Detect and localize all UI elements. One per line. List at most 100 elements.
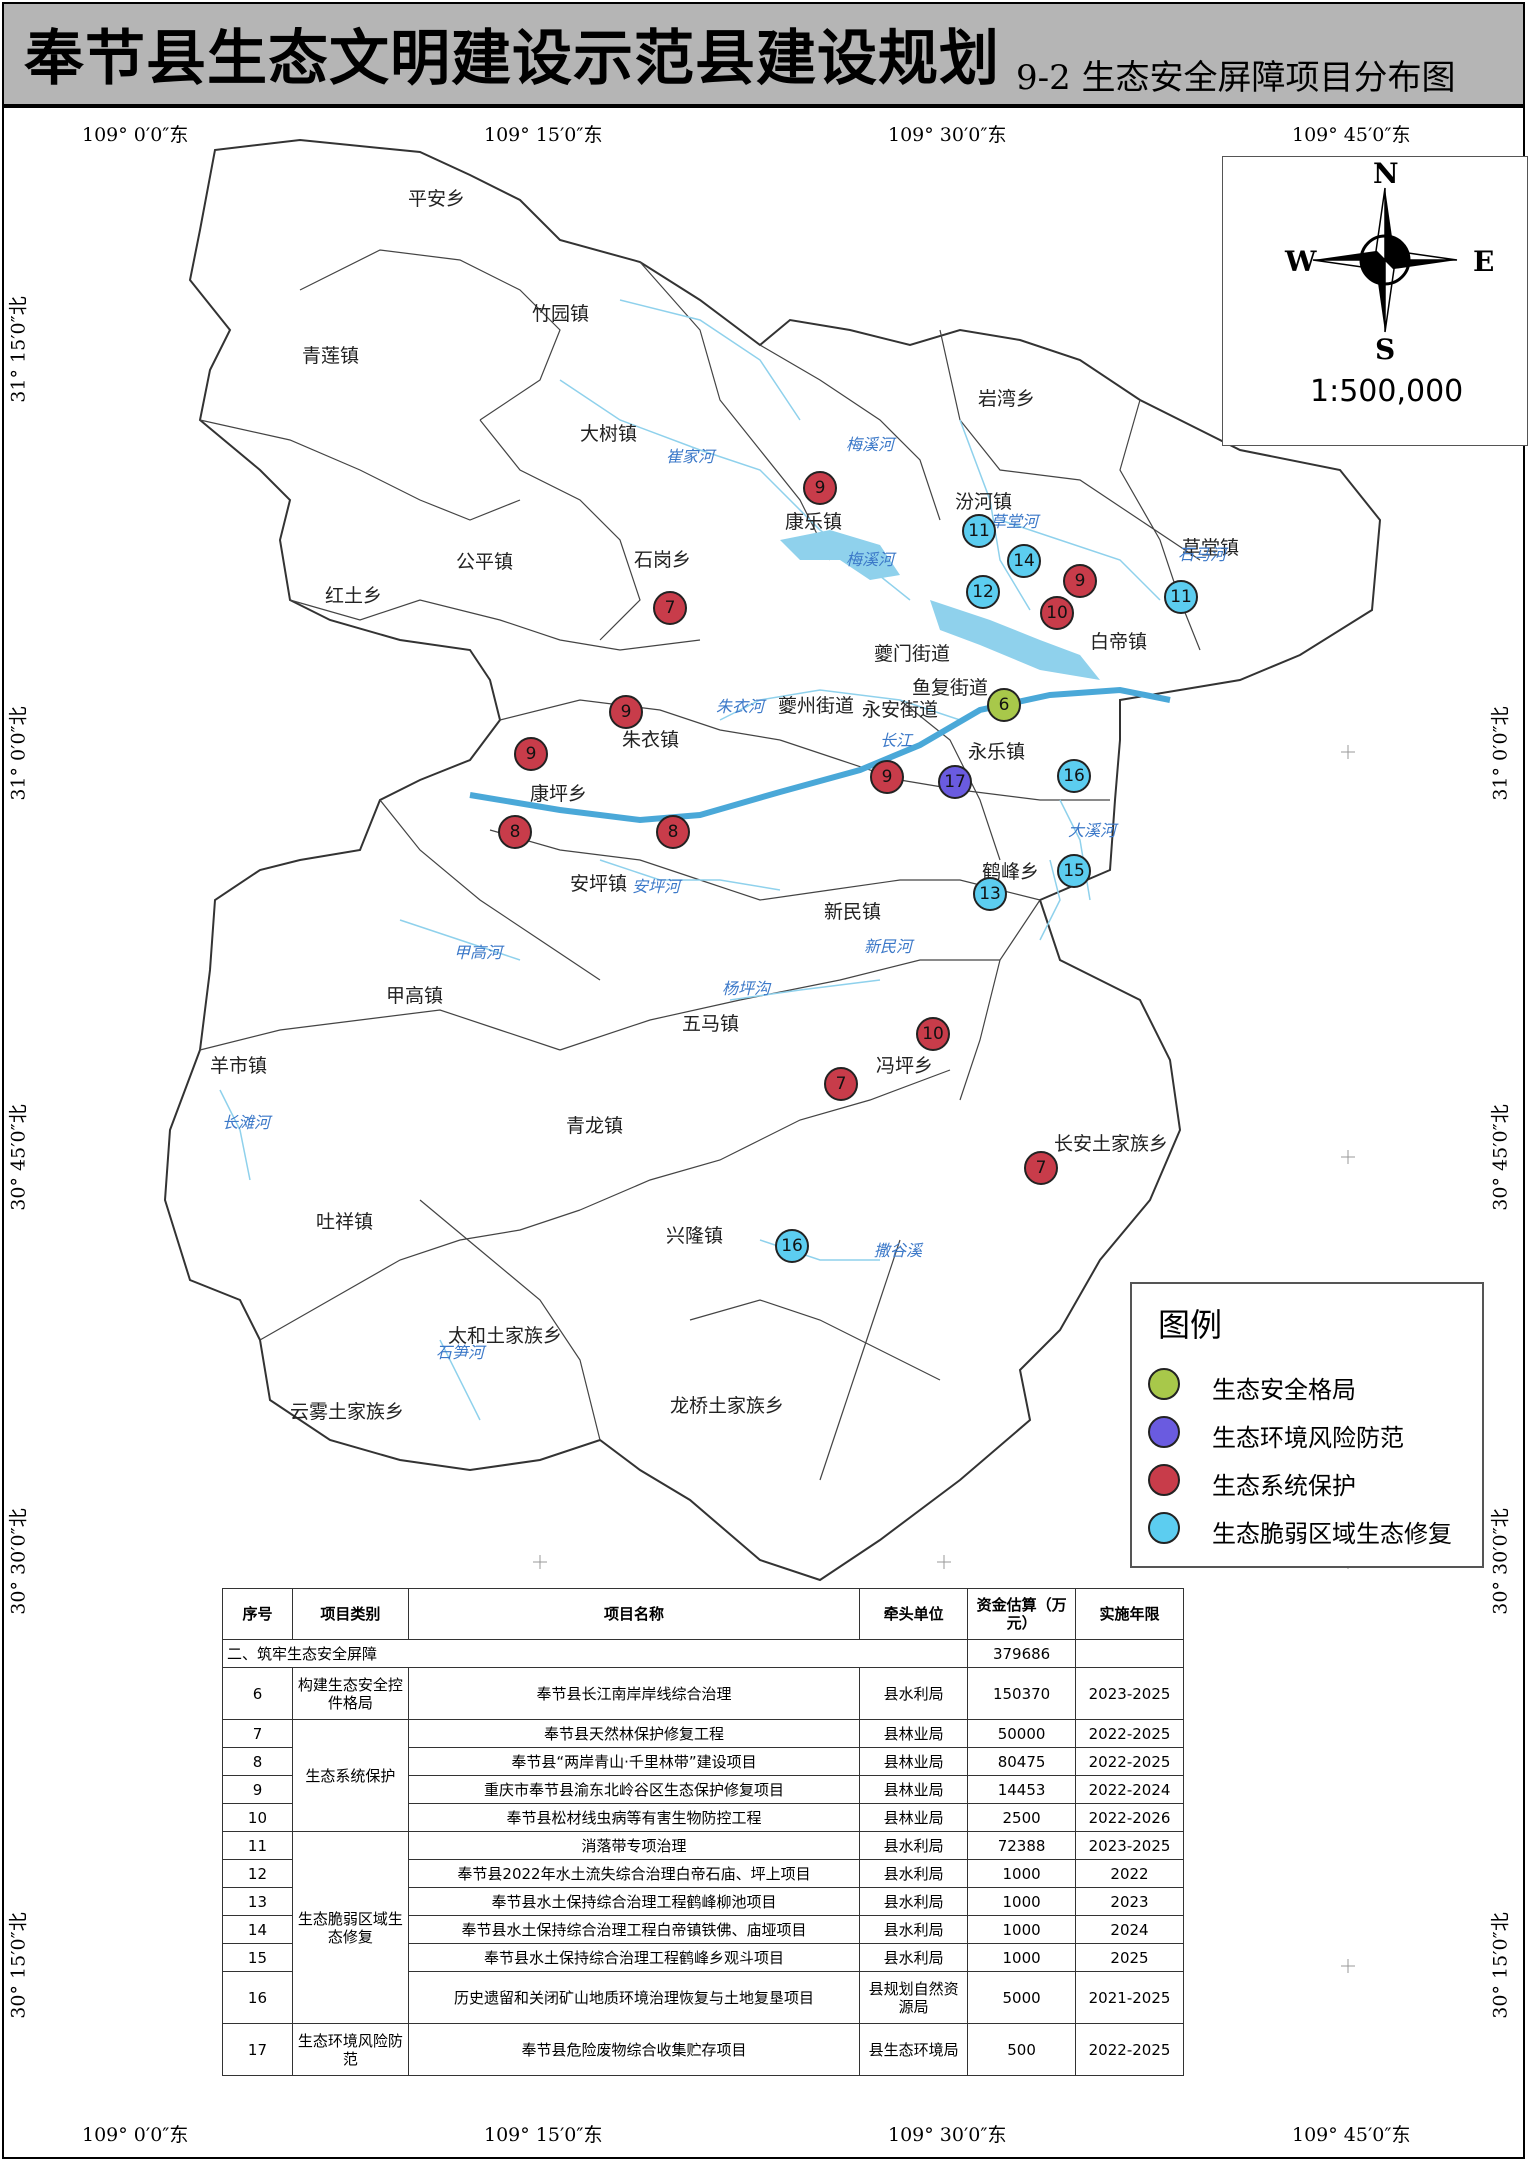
row-fund: 500	[967, 2023, 1077, 2076]
table-header: 资金估算（万元）	[967, 1588, 1077, 1640]
svg-text:16: 16	[1063, 766, 1085, 786]
project-marker: 11	[962, 514, 996, 548]
section-empty	[1075, 1639, 1184, 1668]
row-fund: 72388	[967, 1831, 1077, 1860]
project-marker: 9	[609, 695, 643, 729]
row-unit: 县规划自然资源局	[859, 1971, 969, 2024]
town-label: 兴隆镇	[666, 1225, 723, 1247]
town-label: 白帝镇	[1090, 631, 1147, 653]
table-row: 11 生态脆弱区域生态修复 消落带专项治理 县水利局 72388 2023-20…	[222, 1831, 1184, 2024]
row-category: 生态环境风险防范	[291, 2023, 409, 2076]
map-subtitle: 9-2 生态安全屏障项目分布图	[1016, 58, 1456, 98]
table-row: 13 奉节县水土保持综合治理工程鹤峰柳池项目 县水利局 1000 2023	[222, 1887, 1184, 1916]
row-unit: 县水利局	[859, 1915, 969, 1944]
river-label: 石马河	[1178, 545, 1229, 564]
table-row: 9 重庆市奉节县渝东北岭谷区生态保护修复项目 县林业局 14453 2022-2…	[222, 1775, 1184, 1804]
table-header: 项目名称	[407, 1588, 861, 1640]
project-marker: 16	[775, 1229, 809, 1263]
project-marker: 7	[824, 1067, 858, 1101]
row-unit: 县林业局	[859, 1775, 969, 1804]
row-name: 奉节县天然林保护修复工程	[407, 1719, 861, 1748]
river-label: 大溪河	[1068, 821, 1119, 840]
table-header: 项目类别	[291, 1588, 409, 1640]
table-row: 7 生态系统保护 奉节县天然林保护修复工程 县林业局 50000 2022-20…	[222, 1719, 1184, 1832]
row-years: 2022-2026	[1075, 1803, 1184, 1832]
table-row: 15 奉节县水土保持综合治理工程鹤峰乡观斗项目 县水利局 1000 2025	[222, 1943, 1184, 1972]
row-name: 历史遗留和关闭矿山地质环境治理恢复与土地复垦项目	[407, 1971, 861, 2024]
project-marker: 10	[916, 1017, 950, 1051]
town-label: 石岗乡	[634, 549, 691, 571]
compass-south: S	[1375, 333, 1396, 366]
township-boundaries	[199, 249, 1201, 1481]
row-unit: 县水利局	[859, 1859, 969, 1888]
row-no: 17	[222, 2023, 293, 2076]
row-no: 10	[222, 1803, 293, 1832]
river-label: 崔家河	[666, 447, 717, 466]
town-label: 甲高镇	[386, 985, 443, 1007]
river-labels: 梅溪河 崔家河 梅溪河 草堂河 石马河 朱衣河 长江 大溪河 安坪河 甲高河 新…	[222, 435, 1229, 1362]
svg-text:9: 9	[621, 702, 632, 722]
river-label: 石笋河	[436, 1343, 487, 1362]
row-name: 奉节县水土保持综合治理工程白帝镇铁佛、庙垭项目	[407, 1915, 861, 1944]
row-name: 奉节县“两岸青山·千里林带”建设项目	[407, 1747, 861, 1776]
row-years: 2022-2024	[1075, 1775, 1184, 1804]
title-bar: 奉节县生态文明建设示范县建设规划 9-2 生态安全屏障项目分布图	[2, 2, 1525, 106]
town-label: 朱衣镇	[622, 729, 679, 751]
town-labels: 平安乡 竹园镇 青莲镇 岩湾乡 大树镇 汾河镇 康乐镇 草堂镇 公平镇 石岗乡 …	[210, 188, 1239, 1423]
svg-text:17: 17	[944, 772, 966, 792]
project-marker: 9	[870, 760, 904, 794]
town-label: 红土乡	[325, 585, 382, 607]
row-years: 2021-2025	[1075, 1971, 1184, 2024]
town-label: 冯坪乡	[876, 1055, 933, 1077]
row-name: 奉节县水土保持综合治理工程鹤峰柳池项目	[407, 1887, 861, 1916]
row-category: 生态脆弱区域生态修复	[291, 1831, 409, 2024]
town-label: 大树镇	[580, 423, 637, 445]
row-fund: 1000	[967, 1915, 1077, 1944]
yangtze-river	[469, 686, 1171, 824]
svg-text:14: 14	[1013, 551, 1035, 571]
town-label: 龙桥土家族乡	[670, 1395, 784, 1417]
svg-text:9: 9	[526, 744, 537, 764]
map-legend: 图例 生态安全格局 生态环境风险防范 生态系统保护 生态脆弱区域生态修复	[1130, 1282, 1484, 1568]
town-label: 平安乡	[408, 188, 465, 210]
row-unit: 县林业局	[859, 1747, 969, 1776]
row-fund: 14453	[967, 1775, 1077, 1804]
table-row: 17 生态环境风险防范 奉节县危险废物综合收集贮存项目 县生态环境局 500 2…	[222, 2023, 1184, 2076]
svg-text:11: 11	[1170, 587, 1192, 607]
caotang-reservoir	[930, 600, 1100, 680]
svg-text:16: 16	[781, 1236, 803, 1256]
meixi-reservoir	[780, 530, 900, 580]
row-no: 12	[222, 1859, 293, 1888]
row-years: 2022-2025	[1075, 2023, 1184, 2076]
row-unit: 县林业局	[859, 1803, 969, 1832]
town-label: 永乐镇	[968, 741, 1025, 763]
map-frame	[2, 106, 1525, 2159]
project-marker: 6	[987, 688, 1021, 722]
row-fund: 5000	[967, 1971, 1077, 2024]
legend-label: 生态系统保护	[1212, 1472, 1356, 1500]
river-label: 朱衣河	[716, 697, 767, 716]
legend-item: 生态环境风险防范	[1148, 1414, 1478, 1454]
row-years: 2022-2025	[1075, 1747, 1184, 1776]
compass-box: N S E W	[1222, 156, 1528, 446]
row-fund: 50000	[967, 1719, 1077, 1748]
table-header: 序号	[222, 1588, 293, 1640]
river-label: 草堂河	[990, 512, 1041, 531]
project-marker: 8	[656, 815, 690, 849]
map-title: 奉节县生态文明建设示范县建设规划	[24, 24, 1000, 94]
legend-dot	[1148, 1464, 1180, 1496]
row-no: 13	[222, 1887, 293, 1916]
town-label: 吐祥镇	[316, 1211, 373, 1233]
project-marker: 9	[803, 471, 837, 505]
row-no: 11	[222, 1831, 293, 1860]
table-row: 16 历史遗留和关闭矿山地质环境治理恢复与土地复垦项目 县规划自然资源局 500…	[222, 1971, 1184, 2024]
town-label: 夔门街道	[874, 643, 950, 665]
section-label: 二、筑牢生态安全屏障	[221, 1639, 969, 1668]
table-row: 6 构建生态安全控件格局 奉节县长江南岸岸线综合治理 县水利局 150370 2…	[222, 1667, 1184, 1720]
town-label: 夔州街道	[778, 695, 854, 717]
compass-east: E	[1473, 245, 1495, 278]
legend-item: 生态系统保护	[1148, 1462, 1478, 1502]
svg-text:13: 13	[979, 884, 1001, 904]
row-years: 2023-2025	[1075, 1831, 1184, 1860]
